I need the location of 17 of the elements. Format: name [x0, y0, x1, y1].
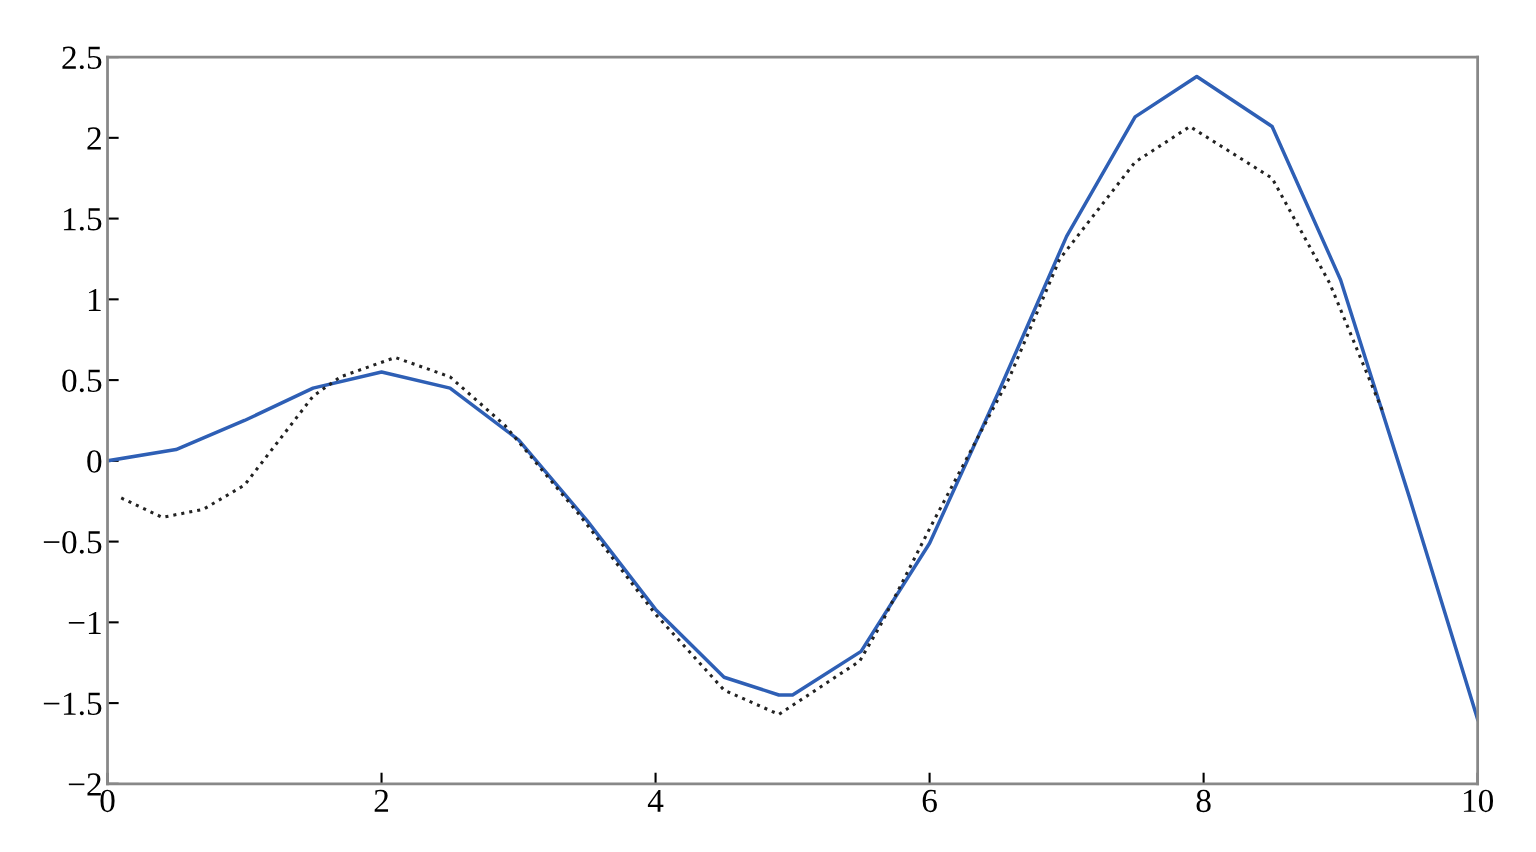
line-series — [119, 125, 1385, 716]
y-tick-label: −0.5 — [43, 530, 102, 554]
y-tick-label: 0.5 — [62, 369, 102, 393]
line-series — [107, 74, 1478, 721]
x-tick-label: 8 — [1196, 789, 1211, 813]
y-tick-label: 1.5 — [63, 208, 102, 231]
y-tick-label: −1.5 — [43, 692, 102, 716]
x-tick-label: 6 — [922, 789, 937, 813]
y-tick-label: 0 — [87, 450, 102, 473]
y-tick-label: −2 — [68, 773, 101, 796]
y-tick-label: 2.5 — [62, 46, 102, 70]
y-tick-label: 2 — [87, 127, 101, 150]
y-tick-label: −1 — [68, 611, 101, 634]
x-tick-label: 10 — [1463, 789, 1494, 813]
y-tick-label: 1 — [88, 288, 101, 311]
x-tick-label: 2 — [374, 789, 389, 812]
x-tick-label: 4 — [647, 789, 664, 812]
